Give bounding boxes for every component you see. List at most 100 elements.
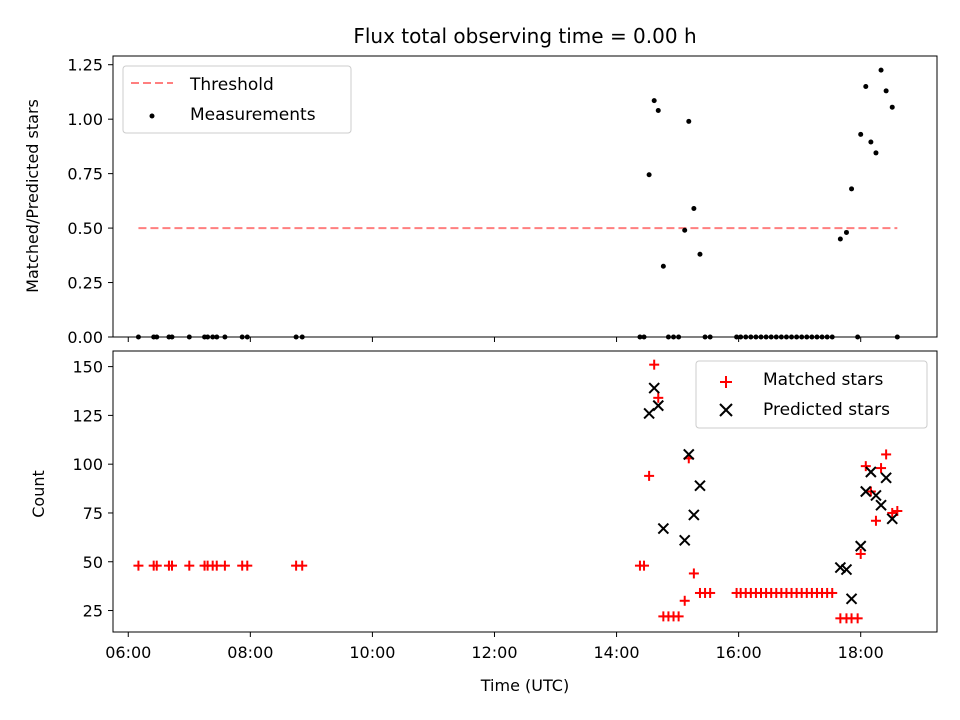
predicted-stars-series bbox=[643, 382, 898, 605]
measurement-point bbox=[691, 205, 697, 211]
predicted-star-point bbox=[880, 472, 892, 484]
predicted-star-point bbox=[679, 534, 691, 546]
matched-legend-marker bbox=[720, 376, 732, 388]
measurement-point bbox=[849, 186, 855, 192]
x-tick-label: 16:00 bbox=[716, 643, 762, 662]
predicted-star-point bbox=[643, 407, 655, 420]
matched-star-point bbox=[151, 560, 162, 571]
matched-star-point bbox=[673, 611, 684, 622]
matched-star-point bbox=[705, 587, 716, 598]
bottom-y-tick-label: 50 bbox=[83, 553, 103, 572]
predicted-star-point bbox=[657, 522, 670, 535]
measurement-point bbox=[697, 251, 703, 257]
matched-star-point bbox=[860, 461, 871, 472]
bottom-y-tick-label: 25 bbox=[83, 602, 103, 621]
measurement-point bbox=[651, 98, 657, 104]
bottom-plot-frame bbox=[112, 350, 938, 633]
bottom-panel: 06:00 08:00 10:00 12:00 14:00 16:00 18:00 25 50… bbox=[29, 350, 938, 695]
predicted-legend-marker bbox=[719, 403, 733, 417]
matched-star-point bbox=[167, 560, 178, 571]
matched-legend-label: Matched stars bbox=[763, 370, 883, 390]
measurement-point bbox=[660, 263, 666, 269]
matched-star-point bbox=[133, 560, 144, 571]
measurement-point bbox=[837, 236, 843, 242]
bottom-y-tick-label: 100 bbox=[72, 455, 103, 474]
matched-stars-series bbox=[133, 359, 903, 624]
bottom-y-tick-label: 125 bbox=[72, 406, 103, 425]
measurement-point bbox=[655, 107, 661, 113]
top-panel: 0.00 0.25 0.50 0.75 1.00 1.25 Matched/Predict… bbox=[23, 55, 938, 347]
predicted-star-point bbox=[875, 499, 887, 511]
top-legend-box bbox=[122, 65, 352, 134]
matched-star-point bbox=[870, 515, 881, 526]
bottom-y-tick-label: 150 bbox=[72, 358, 103, 377]
measurement-point bbox=[878, 67, 884, 73]
x-tick-label: 10:00 bbox=[349, 643, 395, 662]
measurement-point bbox=[883, 88, 889, 94]
top-y-tick-label: 0.00 bbox=[67, 328, 103, 347]
matched-star-point bbox=[688, 568, 699, 579]
predicted-star-point bbox=[886, 513, 898, 525]
matched-star-point bbox=[881, 449, 892, 460]
matched-star-point bbox=[855, 548, 866, 559]
predicted-star-point bbox=[648, 382, 660, 394]
bottom-y-tick-label: 75 bbox=[83, 504, 103, 523]
predicted-star-point bbox=[845, 593, 858, 605]
predicted-legend-label: Predicted stars bbox=[763, 400, 890, 420]
x-tick-label: 08:00 bbox=[227, 643, 273, 662]
predicted-star-point bbox=[694, 479, 706, 492]
matched-star-point bbox=[649, 359, 660, 370]
measurement-point bbox=[858, 131, 864, 137]
x-axis-label: Time (UTC) bbox=[480, 676, 569, 695]
measurement-point bbox=[863, 83, 869, 89]
top-y-tick-label: 1.25 bbox=[67, 56, 103, 75]
predicted-star-point bbox=[688, 509, 700, 521]
x-tick-label: 06:00 bbox=[105, 643, 151, 662]
matched-star-point bbox=[219, 560, 230, 571]
measurements-legend-marker bbox=[149, 113, 155, 119]
threshold-legend-label: Threshold bbox=[189, 75, 274, 95]
measurement-point bbox=[868, 139, 874, 145]
matched-star-point bbox=[852, 613, 863, 624]
measurement-point bbox=[889, 104, 895, 110]
measurement-point bbox=[682, 227, 688, 233]
measurement-point bbox=[686, 118, 692, 124]
matched-star-point bbox=[887, 507, 898, 518]
predicted-star-point bbox=[652, 399, 664, 412]
bottom-legend-box bbox=[695, 360, 928, 429]
matched-star-point bbox=[876, 463, 887, 474]
x-tick-label: 18:00 bbox=[838, 643, 884, 662]
matched-star-point bbox=[644, 470, 655, 481]
top-y-tick-label: 0.25 bbox=[67, 274, 103, 293]
measurement-point bbox=[646, 172, 652, 178]
top-y-tick-label: 1.00 bbox=[67, 110, 103, 129]
matched-star-point bbox=[827, 587, 838, 598]
x-tick-label: 14:00 bbox=[594, 643, 640, 662]
chart-title: Flux total observing time = 0.00 h bbox=[353, 24, 696, 48]
measurement-point bbox=[843, 229, 849, 235]
top-legend: Threshold Measurements bbox=[122, 65, 352, 134]
matched-star-point bbox=[679, 595, 690, 606]
x-tick-label: 12:00 bbox=[471, 643, 517, 662]
predicted-star-point bbox=[854, 540, 867, 552]
top-y-axis-label: Matched/Predicted stars bbox=[23, 99, 42, 293]
predicted-star-point bbox=[840, 563, 853, 576]
bottom-legend: Matched stars Predicted stars bbox=[695, 360, 928, 429]
matched-star-point bbox=[242, 560, 253, 571]
measurement-point bbox=[873, 150, 879, 156]
top-plot-frame bbox=[112, 55, 938, 338]
top-x-ticks bbox=[127, 337, 862, 342]
predicted-star-point bbox=[860, 485, 872, 498]
matched-star-point bbox=[639, 560, 650, 571]
bottom-y-axis-label: Count bbox=[29, 470, 48, 518]
bottom-x-ticks: 06:00 08:00 10:00 12:00 14:00 16:00 18:00 bbox=[105, 632, 884, 662]
matched-star-point bbox=[653, 392, 664, 403]
matched-star-point bbox=[184, 560, 195, 571]
top-y-tick-label: 0.50 bbox=[67, 219, 103, 238]
bottom-y-ticks: 25 50 75 100 125 150 bbox=[72, 358, 113, 621]
top-y-tick-label: 0.75 bbox=[67, 165, 103, 184]
predicted-star-point bbox=[865, 466, 877, 478]
predicted-star-point bbox=[683, 448, 695, 461]
predicted-star-point bbox=[870, 489, 882, 502]
